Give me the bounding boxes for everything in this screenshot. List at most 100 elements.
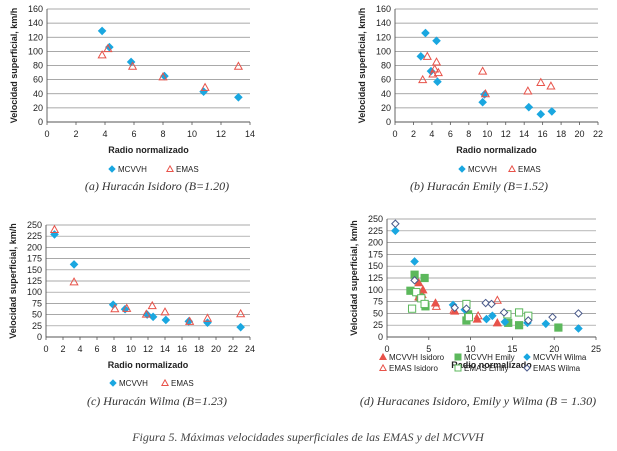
x-tick-label: 24: [245, 344, 255, 354]
data-point: [199, 87, 208, 96]
legend-marker: [458, 165, 466, 173]
x-tick-label: 5: [426, 344, 431, 354]
data-point: [431, 57, 442, 66]
y-tick-label: 100: [376, 46, 391, 56]
x-axis-label: Radio normalizado: [456, 145, 537, 155]
x-tick-label: 0: [43, 344, 48, 354]
chart-caption: (b) Huracán Emily (B=1.52): [410, 179, 548, 193]
data-point: [548, 312, 557, 322]
data-point: [499, 308, 509, 317]
data-point: [233, 61, 244, 70]
legend-marker: [523, 353, 531, 361]
y-tick-label: 140: [376, 18, 391, 28]
data-point: [433, 77, 442, 87]
data-point: [430, 64, 440, 73]
data-point: [541, 319, 551, 329]
data-point: [464, 313, 474, 322]
x-tick-label: 14: [519, 129, 529, 139]
y-tick-label: 225: [368, 226, 383, 236]
x-tick-label: 0: [384, 344, 389, 354]
data-point: [97, 50, 107, 59]
x-tick-label: 4: [102, 129, 107, 139]
x-tick-label: 0: [392, 129, 397, 139]
y-tick-label: 160: [28, 4, 43, 14]
chart-caption: (d) Huracanes Isidoro, Emily y Wilma (B …: [360, 394, 596, 408]
data-point: [536, 109, 546, 119]
y-tick-label: 125: [368, 273, 383, 283]
series-emas-wilma: [391, 219, 583, 325]
data-point: [546, 81, 556, 90]
data-point: [487, 299, 496, 309]
data-point: [236, 322, 245, 332]
data-point: [234, 92, 243, 102]
data-point: [420, 273, 429, 283]
data-point: [574, 309, 583, 318]
legend-label: EMAS: [171, 379, 194, 388]
y-tick-label: 250: [27, 220, 42, 230]
x-tick-label: 2: [73, 129, 78, 139]
y-tick-label: 200: [368, 238, 383, 248]
x-tick-label: 16: [177, 344, 187, 354]
y-axis-label: Velocidad superficial, km/h: [357, 8, 367, 124]
x-tick-label: 2: [60, 344, 65, 354]
x-tick-label: 8: [111, 344, 116, 354]
data-point: [103, 43, 113, 53]
legend-label: MCVVH Emily: [464, 353, 515, 362]
series-emas: [49, 224, 246, 325]
data-point: [418, 74, 428, 84]
data-point: [488, 311, 497, 321]
y-tick-label: 175: [368, 249, 383, 259]
data-point: [185, 316, 195, 325]
data-point: [421, 28, 430, 38]
x-tick-label: 18: [194, 344, 204, 354]
data-point: [200, 82, 210, 91]
data-point: [49, 224, 60, 234]
data-point: [536, 77, 546, 86]
series-emas-emily: [407, 288, 533, 322]
legend-marker: [508, 164, 516, 173]
data-point: [122, 303, 132, 312]
y-tick-label: 125: [27, 276, 42, 286]
legend-marker: [454, 364, 462, 372]
x-tick-label: 20: [549, 344, 559, 354]
y-tick-label: 0: [37, 332, 42, 342]
y-tick-label: 25: [373, 320, 383, 330]
x-tick-label: 10: [126, 344, 136, 354]
data-point: [202, 313, 213, 322]
data-point: [492, 295, 502, 304]
y-tick-label: 60: [33, 75, 43, 85]
legend-marker: [379, 363, 387, 372]
data-point: [110, 303, 120, 313]
data-point: [473, 310, 483, 320]
data-point: [69, 277, 79, 286]
x-tick-label: 22: [228, 344, 238, 354]
data-point: [514, 321, 524, 330]
data-point: [203, 318, 212, 327]
chart-2: 0 20 40 60 80 100 120 140 160 0 2 4 6 8 10 12 14 16 18 20 22…: [357, 4, 603, 193]
data-point: [407, 304, 417, 313]
x-tick-label: 12: [501, 129, 511, 139]
x-tick-label: 14: [245, 129, 255, 139]
y-tick-label: 50: [32, 310, 42, 320]
series-emas: [97, 43, 244, 91]
y-tick-label: 75: [32, 298, 42, 308]
x-tick-label: 8: [160, 129, 165, 139]
y-tick-label: 60: [381, 75, 391, 85]
data-point: [433, 67, 443, 77]
x-tick-label: 12: [216, 129, 226, 139]
data-point: [574, 324, 583, 333]
legend-marker: [454, 353, 462, 361]
data-point: [127, 61, 138, 70]
data-point: [547, 107, 557, 116]
x-tick-label: 25: [591, 344, 601, 354]
x-tick-label: 6: [131, 129, 136, 139]
data-point: [50, 230, 59, 239]
y-tick-label: 250: [368, 214, 383, 224]
y-tick-label: 100: [27, 287, 42, 297]
legend-label: MCVVH Isidoro: [389, 353, 445, 362]
data-point: [481, 298, 490, 308]
series-emas: [418, 51, 556, 98]
data-point: [410, 257, 419, 266]
